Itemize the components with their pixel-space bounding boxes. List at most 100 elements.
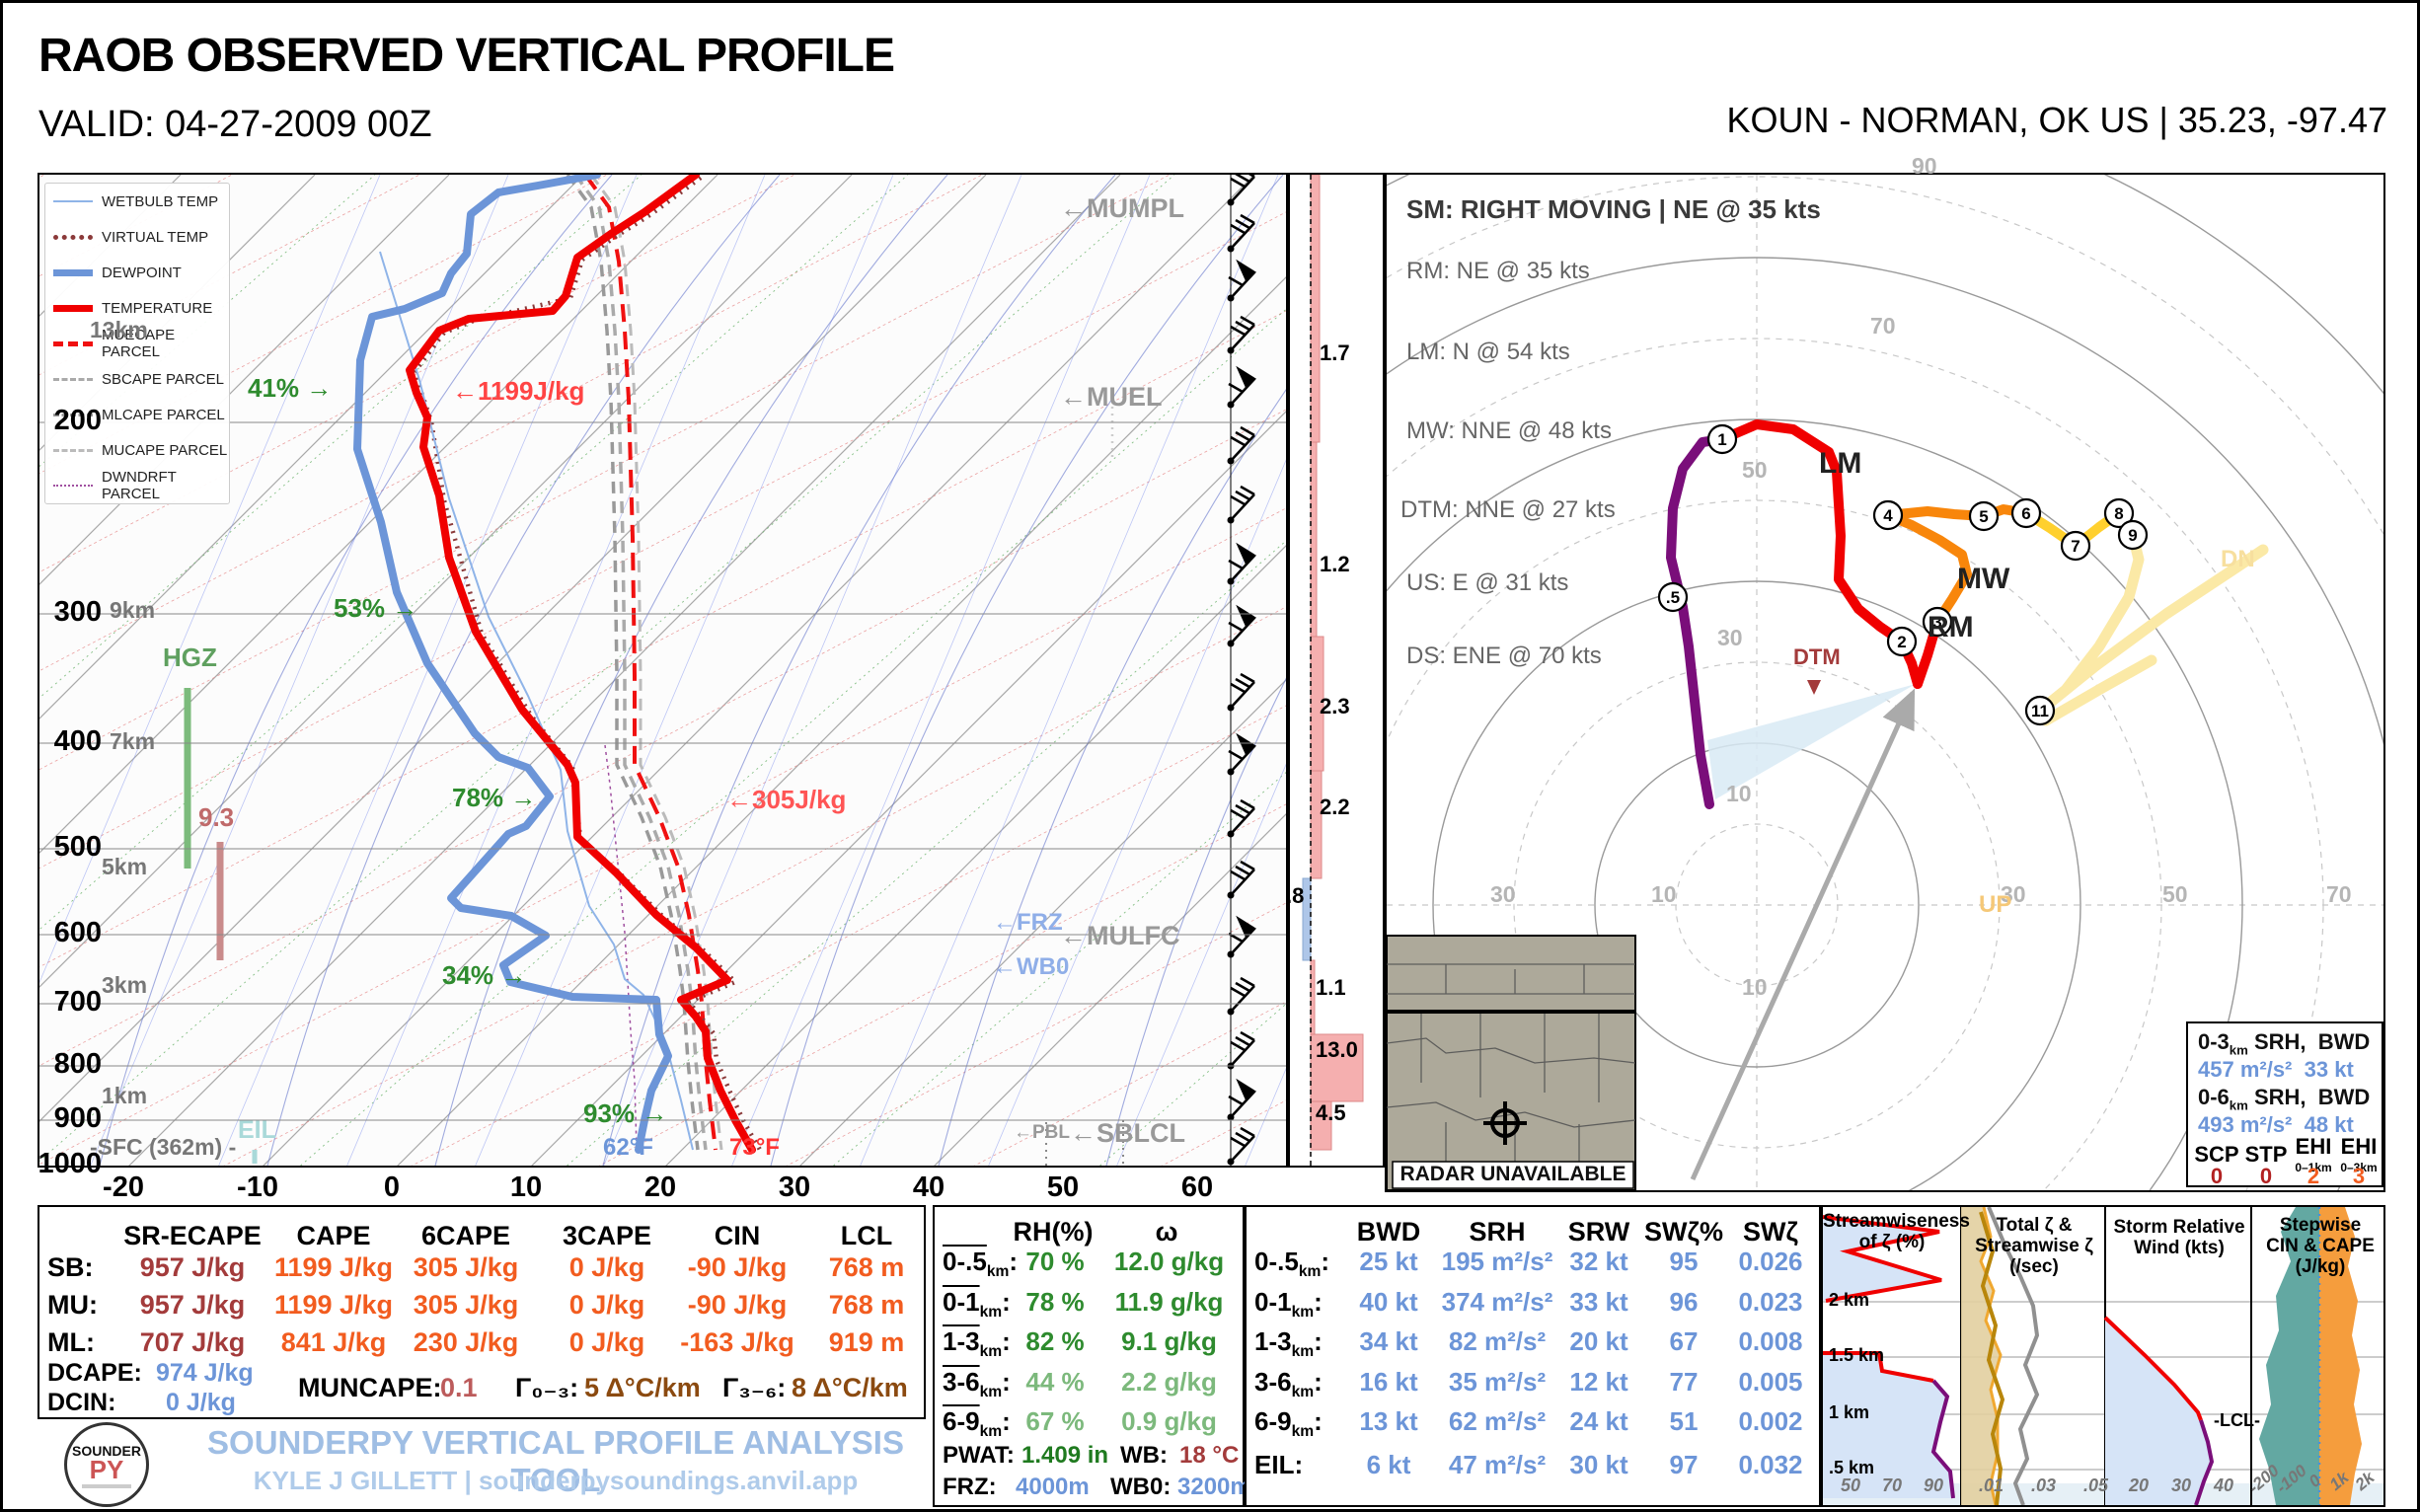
thermo-header: 6CAPE — [420, 1221, 511, 1250]
scp-header: SCP — [2194, 1142, 2239, 1167]
legend-item: SBCAPE PARCEL — [45, 361, 229, 397]
thermo-cell: 919 m — [828, 1327, 905, 1357]
thermo-cell: 768 m — [828, 1290, 905, 1320]
hodo-trace-9km-plus — [2034, 529, 2269, 726]
mulfc-label: ←MULFC — [1060, 921, 1180, 950]
srh-box-row1: 0-3km SRH, BWD — [2198, 1029, 2371, 1058]
shear-cell: 24 kt — [1569, 1406, 1628, 1436]
thermo-cell: -90 J/kg — [687, 1290, 788, 1320]
temperature-curve — [406, 175, 756, 1154]
wb0-label: ←WB0 — [993, 953, 1070, 980]
shear-row-label: 1-3km: — [1254, 1326, 1323, 1361]
thermo-cell: 305 J/kg — [413, 1252, 519, 1282]
rh-row-label: 1-3km: — [943, 1326, 1011, 1361]
pressure-label: 400 — [53, 725, 102, 757]
srw-plot — [2103, 1316, 2215, 1505]
thermo-cell: 0 J/kg — [568, 1327, 645, 1357]
ehi3-value: 3 — [2352, 1164, 2366, 1188]
dcape-value: 974 J/kg — [156, 1359, 254, 1387]
shear-cell: 195 m²/s² — [1441, 1247, 1553, 1276]
shear-cell: 12 kt — [1569, 1367, 1628, 1397]
shear-header: SRH — [1469, 1217, 1526, 1247]
storm-motion-line: DS: ENE @ 70 kts — [1406, 643, 1602, 669]
ring-label: 90 — [1912, 153, 1937, 179]
thermo-header: 3CAPE — [562, 1221, 652, 1250]
moist-adiabat-curves — [99, 175, 1286, 1166]
shear-cell: 40 kt — [1359, 1287, 1418, 1317]
sounderpy-logo: SOUNDER PY — [64, 1422, 149, 1507]
layer-histogram-strip: 1.7 1.2 2.3 2.2 .8 1.1 13.0 4.5 — [1286, 173, 1385, 1168]
dwndrft-parcel-curve — [604, 744, 638, 1151]
pressure-label: 900 — [53, 1102, 102, 1134]
shear-row-label: 3-6km: — [1254, 1367, 1323, 1401]
stp-header: STP — [2244, 1142, 2288, 1167]
wb-label: WB: — [1120, 1442, 1168, 1469]
sfc-dewpoint-f: 62°F — [603, 1134, 653, 1161]
shear-cell: 6 kt — [1366, 1450, 1411, 1479]
rm-label: RM — [1928, 611, 1974, 643]
mucape-line-icon — [53, 448, 93, 452]
omega-header: ω — [1155, 1217, 1178, 1247]
dcin-value: 0 J/kg — [166, 1389, 236, 1416]
sw-tick: 90 — [1924, 1475, 1944, 1495]
zeta-tick: .05 — [2083, 1475, 2109, 1495]
radar-unavailable-label: RADAR UNAVAILABLE — [1399, 1163, 1626, 1185]
shear-row-label: 6-9km: — [1254, 1406, 1323, 1441]
histogram-value: 1.2 — [1320, 552, 1350, 576]
pressure-label: 600 — [53, 917, 102, 948]
temp-tick: 20 — [643, 1172, 677, 1203]
legend-item: MUCAPE PARCEL — [45, 432, 229, 468]
thermo-cell: 0 J/kg — [568, 1290, 645, 1320]
mini-panel-plots — [1823, 1207, 2383, 1505]
storm-motion-line: LM: N @ 54 kts — [1406, 339, 1570, 365]
rh-label-78: 78% → — [452, 783, 537, 812]
dewpoint-line-icon — [53, 268, 93, 276]
wb0-row-label: WB0: — [1110, 1474, 1172, 1500]
dry-adiabat-grid — [39, 175, 1286, 1166]
shear-cell: 97 — [1669, 1450, 1699, 1479]
rh-value: 78 % — [1025, 1287, 1085, 1317]
shear-cell: 0.026 — [1738, 1247, 1803, 1276]
lapse36-value: 8 Δ°C/km — [792, 1373, 908, 1402]
up-label: UP — [1979, 891, 2012, 918]
shear-header: SRW — [1567, 1217, 1630, 1247]
storm-motion-line: SM: RIGHT MOVING | NE @ 35 kts — [1406, 194, 1821, 224]
rh-header: RH(%) — [1013, 1217, 1094, 1247]
pressure-gridlines — [39, 421, 1286, 1121]
legend-item: MUECAPE PARCEL — [45, 326, 229, 361]
dcin-label: DCIN: — [47, 1389, 116, 1416]
eil-row-label: EIL: — [1254, 1450, 1304, 1479]
ring-label: 50 — [1742, 457, 1768, 483]
shear-cell: 96 — [1669, 1287, 1699, 1317]
wb0-value: 3200m — [1177, 1474, 1251, 1500]
temp-tick: 50 — [1046, 1172, 1080, 1203]
dwndrft-line-icon — [53, 485, 93, 487]
logo-text-py: PY — [89, 1455, 124, 1484]
temp-tick: 0 — [383, 1172, 401, 1203]
streamwiseness-plot — [1823, 1215, 1955, 1499]
rh-table: RH(%) ω 0-.5km: 70 % 12.0 g/kg 0-1km: 78… — [933, 1205, 1251, 1507]
sw-ylabel: .5 km — [1829, 1458, 1875, 1477]
sw-ylabel: 1 km — [1829, 1402, 1870, 1422]
wetbulb-line-icon — [53, 200, 93, 202]
step-title: Stepwise CIN & CAPE (J/kg) — [2266, 1215, 2375, 1277]
rh-row-label: 0-1km: — [943, 1287, 1011, 1322]
histogram-value: 1.1 — [1316, 975, 1346, 1000]
ring-label: 30 — [1717, 625, 1743, 650]
svg-text:6: 6 — [2021, 504, 2030, 523]
srw-title: Storm Relative Wind (kts) — [2113, 1217, 2245, 1258]
shear-table: BWD SRH SRW SWζ% SWζ 0-.5km: 25 kt 195 m… — [1245, 1205, 1821, 1507]
thermo-row-label: MU: — [47, 1290, 98, 1320]
pressure-label: 800 — [53, 1048, 102, 1080]
stp-value: 0 — [2259, 1164, 2273, 1188]
ring-label: 50 — [2162, 881, 2188, 907]
muel-label: ←MUEL — [1060, 382, 1163, 412]
legend-item: WETBULB TEMP — [45, 184, 229, 219]
legend-item: MLCAPE PARCEL — [45, 397, 229, 432]
shear-cell: 0.005 — [1738, 1367, 1803, 1397]
radar-inset — [1387, 935, 1636, 1190]
height-label: 3km — [102, 972, 148, 998]
rh-value: 70 % — [1025, 1247, 1085, 1276]
shear-cell: 32 kt — [1569, 1247, 1628, 1276]
thermo-header: CIN — [714, 1221, 761, 1250]
